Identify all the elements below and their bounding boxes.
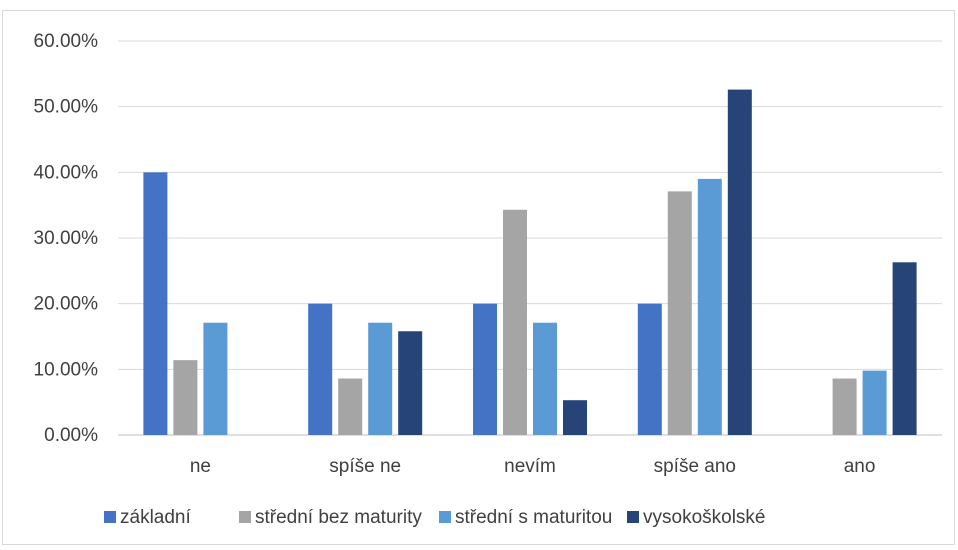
- legend-label: střední bez maturity: [255, 507, 422, 528]
- y-tick-label: 60.00%: [34, 31, 99, 52]
- x-tick-label: ano: [844, 456, 876, 477]
- bar-4-5: [892, 262, 917, 435]
- legend-swatch: [627, 511, 639, 523]
- x-tick-label: ne: [190, 456, 211, 477]
- bar-4-4: [727, 89, 752, 436]
- bar-3-1: [203, 322, 228, 435]
- bar-4-3: [563, 400, 587, 435]
- y-tick-label: 40.00%: [34, 162, 99, 183]
- legend-label: vysokoškolské: [643, 507, 766, 528]
- y-tick-label: 0.00%: [44, 425, 98, 446]
- x-tick-label: nevím: [504, 456, 556, 477]
- bar-2-5: [832, 378, 857, 435]
- x-tick-label: spíše ano: [654, 456, 736, 477]
- bar-2-3: [503, 209, 527, 435]
- bar-1-2: [308, 303, 333, 435]
- x-axis-ticks: ne spíše ne nevím spíše ano ano: [190, 456, 876, 477]
- bar-2-1: [173, 360, 198, 435]
- bar-1-1: [143, 172, 168, 436]
- gridlines: [118, 40, 942, 436]
- bar-3-4: [697, 178, 722, 435]
- bars: [143, 89, 917, 436]
- bar-3-3: [533, 322, 557, 435]
- legend-swatch: [239, 511, 251, 523]
- y-tick-label: 50.00%: [34, 97, 99, 118]
- y-axis-ticks: 0.00% 10.00% 20.00% 30.00% 40.00% 50.00% 60.00…: [34, 31, 99, 446]
- bar-1-4: [637, 303, 662, 435]
- bar-4-2: [398, 331, 423, 435]
- legend-swatch: [104, 511, 116, 523]
- chart-frame: [2, 10, 955, 545]
- x-tick-label: spíše ne: [329, 456, 401, 477]
- legend-swatch: [439, 511, 451, 523]
- bar-3-2: [368, 322, 393, 435]
- legend: základní střední bez maturity střední s ma…: [104, 507, 766, 528]
- y-tick-label: 30.00%: [34, 228, 99, 249]
- bar-1-3: [473, 303, 497, 435]
- bar-3-5: [862, 370, 887, 435]
- legend-label: střední s maturitou: [455, 507, 612, 528]
- bar-2-4: [667, 191, 692, 435]
- legend-label: základní: [120, 507, 191, 528]
- bar-2-2: [338, 378, 363, 435]
- y-tick-label: 20.00%: [34, 294, 99, 315]
- y-tick-label: 10.00%: [34, 359, 99, 380]
